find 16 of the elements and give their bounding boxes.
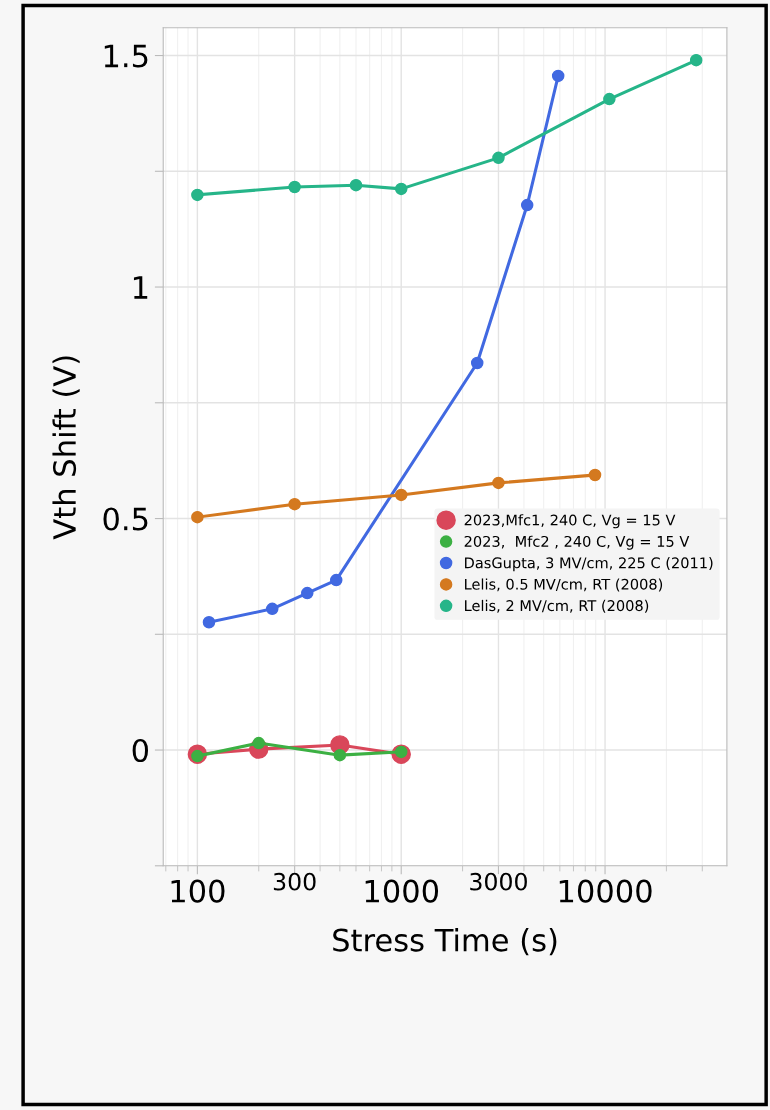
y-tick-label: 1.5: [104, 44, 148, 68]
legend-label: Lelis, 0.5 MV/cm, RT (2008): [465, 578, 663, 592]
y-axis-title: Vth Shift (V): [52, 356, 80, 540]
legend-label: 2023,Mfc1, 240 C, Vg = 15 V: [464, 514, 676, 529]
y-tick-label: 0.5: [103, 507, 148, 531]
x-tick-label: 3000: [470, 872, 527, 891]
x-tick-label: 300: [273, 872, 316, 891]
y-tick-label: 1: [133, 276, 148, 299]
y-tick-label: 0: [132, 738, 149, 763]
x-tick-label: 1000: [365, 879, 439, 903]
x-tick-label: 10000: [559, 879, 652, 903]
x-axis-title: Stress Time (s): [333, 928, 557, 956]
x-tick-label: 100: [171, 879, 225, 903]
legend-label: 2023, Mfc2 , 240 C, Vg = 15 V: [464, 535, 690, 550]
legend-label: Lelis, 2 MV/cm, RT (2008): [465, 599, 649, 613]
legend-label: DasGupta, 3 MV/cm, 225 C (2011): [465, 557, 713, 572]
